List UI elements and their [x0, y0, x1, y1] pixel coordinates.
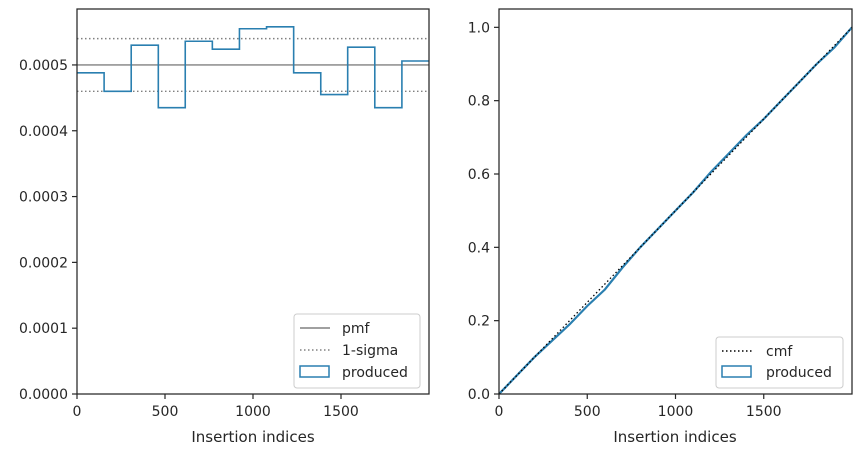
axis1-ytick-label: 1.0: [468, 20, 490, 36]
right-chart: 0 500 1000 1500 0.0 0.2 0.4 0.6 0.8 1.0 Insertion…: [468, 8, 853, 446]
cmf-line: [498, 26, 853, 395]
left-legend-box: [293, 313, 421, 389]
axis0-ytick-label: 0.0005: [19, 58, 68, 74]
axis1-xtick-label: 1000: [658, 404, 694, 420]
axis0-xtick-label: 1500: [323, 404, 359, 420]
legend-produced-swatch-right: [721, 365, 752, 378]
right-axes-frame: [498, 8, 853, 395]
right-legend-box: [715, 336, 844, 389]
axis1-xtick-label: 1500: [746, 404, 782, 420]
legend-produced-label: produced: [342, 365, 408, 381]
axis0-xtick-label: 500: [152, 404, 179, 420]
axis0-xtick-label: 0: [73, 404, 82, 420]
right-legend: cmf produced: [715, 336, 844, 389]
legend-produced-label-right: produced: [766, 365, 832, 381]
legend-pmf-label: pmf: [342, 321, 371, 337]
axis0-ytick-label: 0.0002: [19, 255, 68, 271]
axis0-ytick-label: 0.0003: [19, 190, 68, 206]
right-plot-data: [498, 26, 853, 395]
right-xlabel: Insertion indices: [613, 428, 736, 446]
legend-produced-swatch: [299, 365, 330, 378]
axis1-ytick-label: 0.6: [468, 167, 490, 183]
right-ticks: 0 500 1000 1500 0.0 0.2 0.4 0.6 0.8 1.0: [468, 20, 782, 420]
axis1-ytick-label: 0.8: [468, 94, 490, 110]
left-chart: 0 500 1000 1500 0.0000 0.0001 0.0002 0.0003 0.00…: [19, 8, 430, 446]
left-legend: pmf 1-sigma produced: [293, 313, 421, 389]
axis1-ytick-label: 0.0: [468, 387, 490, 403]
axis0-xtick-label: 1000: [235, 404, 271, 420]
axis1-ytick-label: 0.2: [468, 314, 490, 330]
axis1-ytick-label: 0.4: [468, 240, 490, 256]
axis1-xtick-label: 0: [495, 404, 504, 420]
axis1-xtick-label: 500: [574, 404, 601, 420]
left-axes-frame: [76, 8, 430, 395]
axis0-ytick-label: 0.0004: [19, 124, 68, 140]
legend-cmf-label: cmf: [766, 344, 793, 360]
left-xlabel: Insertion indices: [191, 428, 314, 446]
legend-sigma-label: 1-sigma: [342, 343, 398, 359]
left-plot-data: [77, 25, 429, 109]
left-ticks: 0 500 1000 1500 0.0000 0.0001 0.0002 0.0003 0.00…: [19, 58, 359, 420]
produced-histogram: [77, 25, 429, 109]
axis0-ytick-label: 0.0000: [19, 387, 68, 403]
axis0-ytick-label: 0.0001: [19, 321, 68, 337]
